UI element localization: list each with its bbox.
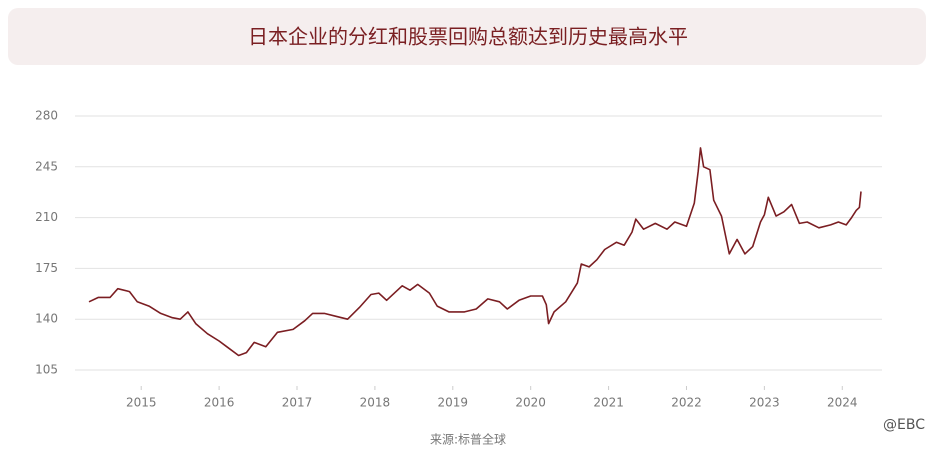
x-tick-label: 2020 bbox=[515, 396, 546, 410]
x-tick-label: 2022 bbox=[671, 396, 702, 410]
x-tick-label: 2015 bbox=[126, 396, 157, 410]
x-tick-label: 2019 bbox=[438, 396, 469, 410]
y-tick-label: 210 bbox=[35, 210, 58, 224]
y-tick-label: 175 bbox=[35, 261, 58, 275]
x-tick-label: 2021 bbox=[593, 396, 624, 410]
x-tick-label: 2023 bbox=[749, 396, 780, 410]
y-tick-label: 245 bbox=[35, 159, 58, 173]
chart-title: 日本企业的分红和股票回购总额达到历史最高水平 bbox=[248, 25, 688, 49]
title-bar bbox=[8, 8, 926, 65]
watermark: @EBC bbox=[883, 417, 925, 433]
x-tick-label: 2018 bbox=[360, 396, 391, 410]
x-tick-label: 2017 bbox=[282, 396, 313, 410]
y-tick-label: 280 bbox=[35, 109, 58, 123]
y-tick-label: 140 bbox=[35, 312, 58, 326]
x-tick-label: 2016 bbox=[204, 396, 235, 410]
x-tick-label: 2024 bbox=[827, 396, 858, 410]
y-tick-label: 105 bbox=[35, 363, 58, 377]
line bbox=[88, 147, 862, 357]
source: 来源:标普全球 bbox=[430, 432, 506, 447]
